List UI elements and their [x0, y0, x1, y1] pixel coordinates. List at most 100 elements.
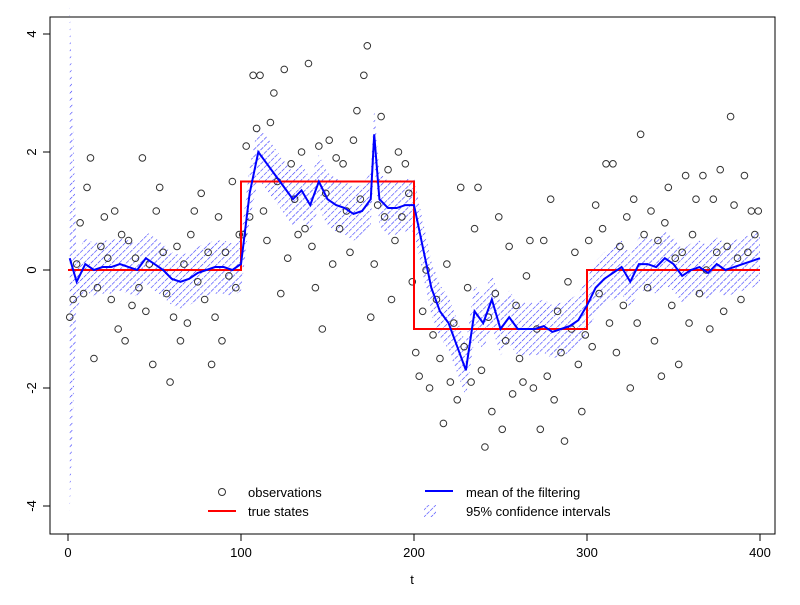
observation-point — [353, 106, 361, 115]
observation-point — [619, 301, 628, 310]
observation-point — [456, 183, 465, 192]
observation-point — [124, 236, 133, 245]
true-states-line — [68, 180, 760, 330]
observation-point — [290, 195, 299, 203]
observation-point — [83, 183, 91, 192]
observation-point — [356, 195, 365, 203]
observation-point — [252, 124, 261, 133]
observation-point — [294, 230, 302, 239]
observation-point — [588, 342, 596, 351]
observation-point — [283, 254, 292, 263]
observation-point — [522, 272, 531, 280]
observation-point — [276, 289, 285, 298]
observation-point — [751, 230, 759, 239]
observation-point — [408, 278, 417, 286]
observation-point — [401, 160, 410, 168]
observation-point — [76, 219, 84, 227]
legend-true-states-label: true states — [248, 504, 309, 519]
observation-point — [72, 260, 81, 268]
observation-point — [311, 283, 320, 292]
observation-point — [318, 325, 327, 333]
observation-point — [584, 236, 593, 245]
legend: observations true states mean of the fil… — [208, 485, 611, 519]
observation-point — [363, 42, 372, 50]
observation-point — [221, 248, 230, 257]
observation-point — [550, 396, 558, 404]
observation-point — [176, 337, 185, 345]
observation-point — [297, 148, 306, 156]
observation-point — [107, 295, 116, 304]
observation-point — [114, 325, 122, 333]
observation-point — [716, 165, 725, 174]
observation-point — [228, 177, 237, 186]
observation-point — [602, 160, 610, 168]
observation-point — [626, 384, 635, 392]
observation-point — [415, 372, 423, 381]
observation-point — [709, 195, 718, 203]
observation-point — [498, 425, 507, 434]
observation-point — [467, 378, 475, 386]
legend-observations-label: observations — [248, 485, 322, 500]
observation-point — [373, 201, 382, 209]
observation-point — [526, 236, 534, 245]
observation-point — [737, 295, 745, 304]
observation-point — [647, 207, 655, 215]
observation-point — [636, 130, 645, 139]
observation-point — [519, 378, 527, 386]
observation-point — [325, 136, 334, 144]
observation-point — [460, 342, 468, 351]
observation-point — [169, 313, 178, 322]
observation-point — [103, 254, 112, 263]
observation-point — [218, 337, 226, 345]
observation-point — [564, 278, 572, 286]
observation-point — [654, 236, 662, 245]
observation-point — [529, 384, 538, 392]
observation-point — [515, 354, 524, 363]
observation-point — [339, 160, 347, 168]
observation-point — [443, 260, 451, 268]
observation-point — [657, 372, 666, 381]
confidence-interval-band — [69, 4, 761, 512]
x-tick-label: 100 — [230, 545, 252, 560]
observation-point — [578, 407, 586, 416]
observation-point — [69, 295, 77, 304]
legend-ci-label: 95% confidence intervals — [466, 504, 611, 519]
observation-point — [79, 289, 88, 298]
observation-point — [512, 301, 520, 310]
observation-point — [235, 230, 244, 239]
observation-point — [86, 154, 95, 162]
observation-point — [380, 213, 389, 221]
observation-point — [595, 289, 603, 298]
observation-point — [256, 71, 264, 80]
observation-point — [366, 313, 375, 322]
observation-point — [349, 136, 358, 144]
observation-point — [405, 189, 413, 198]
observation-point — [609, 160, 617, 168]
observation-point — [491, 289, 500, 298]
observation-point — [304, 59, 313, 68]
observation-point — [214, 213, 223, 221]
observation-point — [678, 248, 686, 257]
observation-point — [598, 224, 607, 233]
observation-point — [546, 195, 555, 203]
observation-point — [744, 248, 752, 257]
observation-point — [643, 283, 652, 292]
y-tick-label: 0 — [24, 266, 39, 273]
observation-point — [661, 219, 669, 227]
observation-point — [110, 207, 119, 215]
observation-point — [730, 201, 738, 209]
observation-point — [173, 242, 181, 251]
observation-point — [159, 248, 167, 257]
observation-point — [733, 254, 742, 263]
observation-point — [152, 207, 161, 215]
observation-point — [328, 260, 337, 268]
observation-point — [671, 254, 680, 263]
observation-point — [332, 154, 340, 162]
observation-point — [259, 207, 268, 215]
observation-point — [263, 236, 271, 245]
observation-point — [560, 437, 569, 445]
observation-point — [301, 224, 309, 233]
x-axis-label: t — [410, 572, 414, 587]
observation-point — [315, 142, 323, 150]
observation-point — [183, 319, 192, 327]
